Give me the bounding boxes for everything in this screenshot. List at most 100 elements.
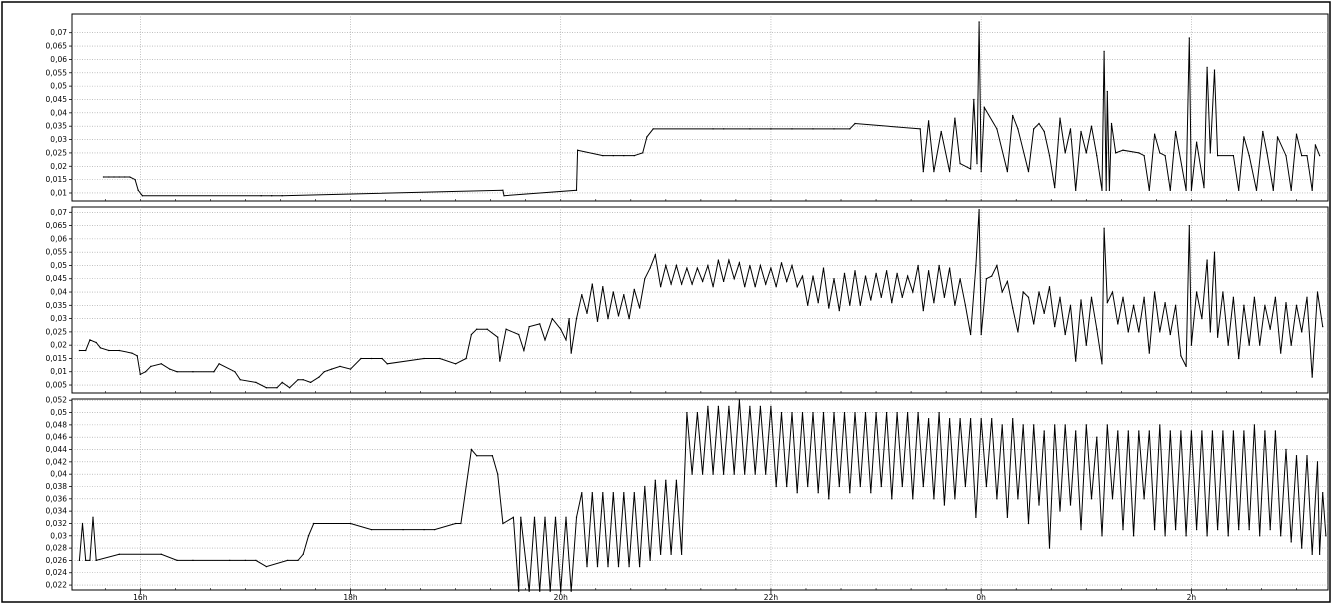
data-point bbox=[349, 522, 352, 525]
data-point bbox=[1290, 189, 1292, 191]
data-point bbox=[978, 209, 980, 211]
data-point bbox=[255, 559, 257, 561]
data-point bbox=[99, 347, 101, 349]
x-tick-label: 22h bbox=[764, 593, 779, 602]
y-tick-label: 0,024 bbox=[46, 568, 68, 577]
data-point bbox=[1306, 296, 1308, 298]
data-point bbox=[1122, 149, 1124, 151]
data-point bbox=[176, 371, 178, 373]
data-point bbox=[1143, 498, 1145, 500]
data-point bbox=[702, 473, 704, 475]
data-point bbox=[1301, 331, 1303, 333]
y-tick-label: 0,048 bbox=[46, 420, 68, 429]
data-point bbox=[996, 498, 998, 500]
data-point bbox=[749, 405, 751, 407]
data-point bbox=[649, 559, 651, 561]
data-point bbox=[518, 590, 520, 592]
data-point bbox=[1253, 424, 1255, 426]
data-point bbox=[1075, 430, 1077, 432]
data-point bbox=[602, 286, 604, 288]
data-point bbox=[807, 304, 809, 306]
data-point bbox=[628, 566, 630, 568]
data-point bbox=[339, 365, 341, 367]
data-point bbox=[1096, 155, 1098, 157]
data-point bbox=[439, 357, 441, 360]
data-point bbox=[1038, 291, 1040, 293]
data-point bbox=[738, 262, 740, 264]
data-point bbox=[843, 412, 846, 414]
data-point bbox=[1143, 155, 1145, 157]
data-point bbox=[1264, 430, 1266, 432]
data-point bbox=[554, 516, 557, 518]
data-point bbox=[1196, 141, 1198, 143]
data-point bbox=[1117, 430, 1119, 432]
data-point bbox=[1064, 333, 1066, 336]
data-point bbox=[1243, 304, 1245, 306]
data-point bbox=[1106, 302, 1108, 304]
data-point bbox=[1222, 291, 1224, 293]
data-point bbox=[938, 412, 940, 414]
data-point bbox=[1285, 302, 1287, 304]
data-point bbox=[770, 128, 772, 130]
data-point bbox=[973, 98, 975, 101]
data-point bbox=[1012, 307, 1014, 309]
data-point bbox=[970, 418, 972, 420]
data-point bbox=[265, 566, 267, 568]
data-point bbox=[786, 280, 788, 282]
data-point bbox=[1188, 225, 1190, 227]
data-point bbox=[1001, 424, 1003, 426]
plot-area bbox=[71, 206, 1329, 394]
y-tick-label: 0,01 bbox=[50, 188, 67, 197]
data-point bbox=[1148, 352, 1150, 354]
data-point bbox=[1006, 280, 1008, 282]
data-point bbox=[402, 529, 404, 531]
data-point bbox=[759, 405, 761, 407]
series-line bbox=[103, 21, 1321, 197]
data-point bbox=[1033, 128, 1035, 130]
data-point bbox=[791, 412, 793, 414]
data-point bbox=[1206, 66, 1208, 68]
data-point bbox=[933, 302, 935, 304]
data-point bbox=[1209, 152, 1211, 154]
data-point bbox=[1069, 128, 1072, 130]
data-point bbox=[297, 559, 299, 561]
panel-bottom: 0,022 0,024 0,026 0,028 0,03 0,032 0,034 0,036 0… bbox=[46, 396, 1329, 592]
data-point bbox=[1017, 331, 1019, 333]
data-point bbox=[434, 529, 436, 531]
data-point bbox=[886, 270, 888, 272]
data-point bbox=[980, 418, 982, 420]
data-point bbox=[817, 492, 819, 494]
data-point bbox=[1043, 430, 1045, 432]
x-tick-label: 18h bbox=[343, 593, 358, 602]
data-point bbox=[996, 264, 998, 267]
data-point bbox=[607, 566, 609, 568]
data-point bbox=[880, 485, 882, 488]
data-point bbox=[891, 302, 893, 304]
data-point bbox=[975, 264, 977, 267]
y-tick-label: 0,03 bbox=[50, 314, 67, 323]
y-tick-label: 0,052 bbox=[46, 396, 68, 405]
y-tick-label: 0,02 bbox=[50, 341, 67, 350]
data-point bbox=[260, 195, 262, 197]
y-tick-label: 0,05 bbox=[50, 261, 67, 270]
data-point bbox=[733, 473, 735, 475]
data-point bbox=[386, 363, 388, 365]
data-point bbox=[770, 267, 772, 269]
data-point bbox=[1143, 296, 1145, 298]
data-point bbox=[423, 529, 425, 531]
data-point bbox=[907, 275, 909, 277]
data-point bbox=[1059, 296, 1061, 298]
data-point bbox=[131, 352, 133, 354]
data-point bbox=[1085, 152, 1087, 154]
data-point bbox=[1316, 291, 1319, 293]
data-point bbox=[1180, 355, 1182, 357]
data-point bbox=[759, 264, 761, 267]
data-point bbox=[1138, 331, 1140, 333]
y-tick-label: 0,025 bbox=[46, 327, 68, 336]
data-point bbox=[875, 272, 877, 274]
data-point bbox=[1096, 436, 1098, 438]
y-tick-label: 0,022 bbox=[46, 581, 68, 590]
data-point bbox=[1290, 344, 1292, 346]
data-point bbox=[160, 363, 162, 365]
